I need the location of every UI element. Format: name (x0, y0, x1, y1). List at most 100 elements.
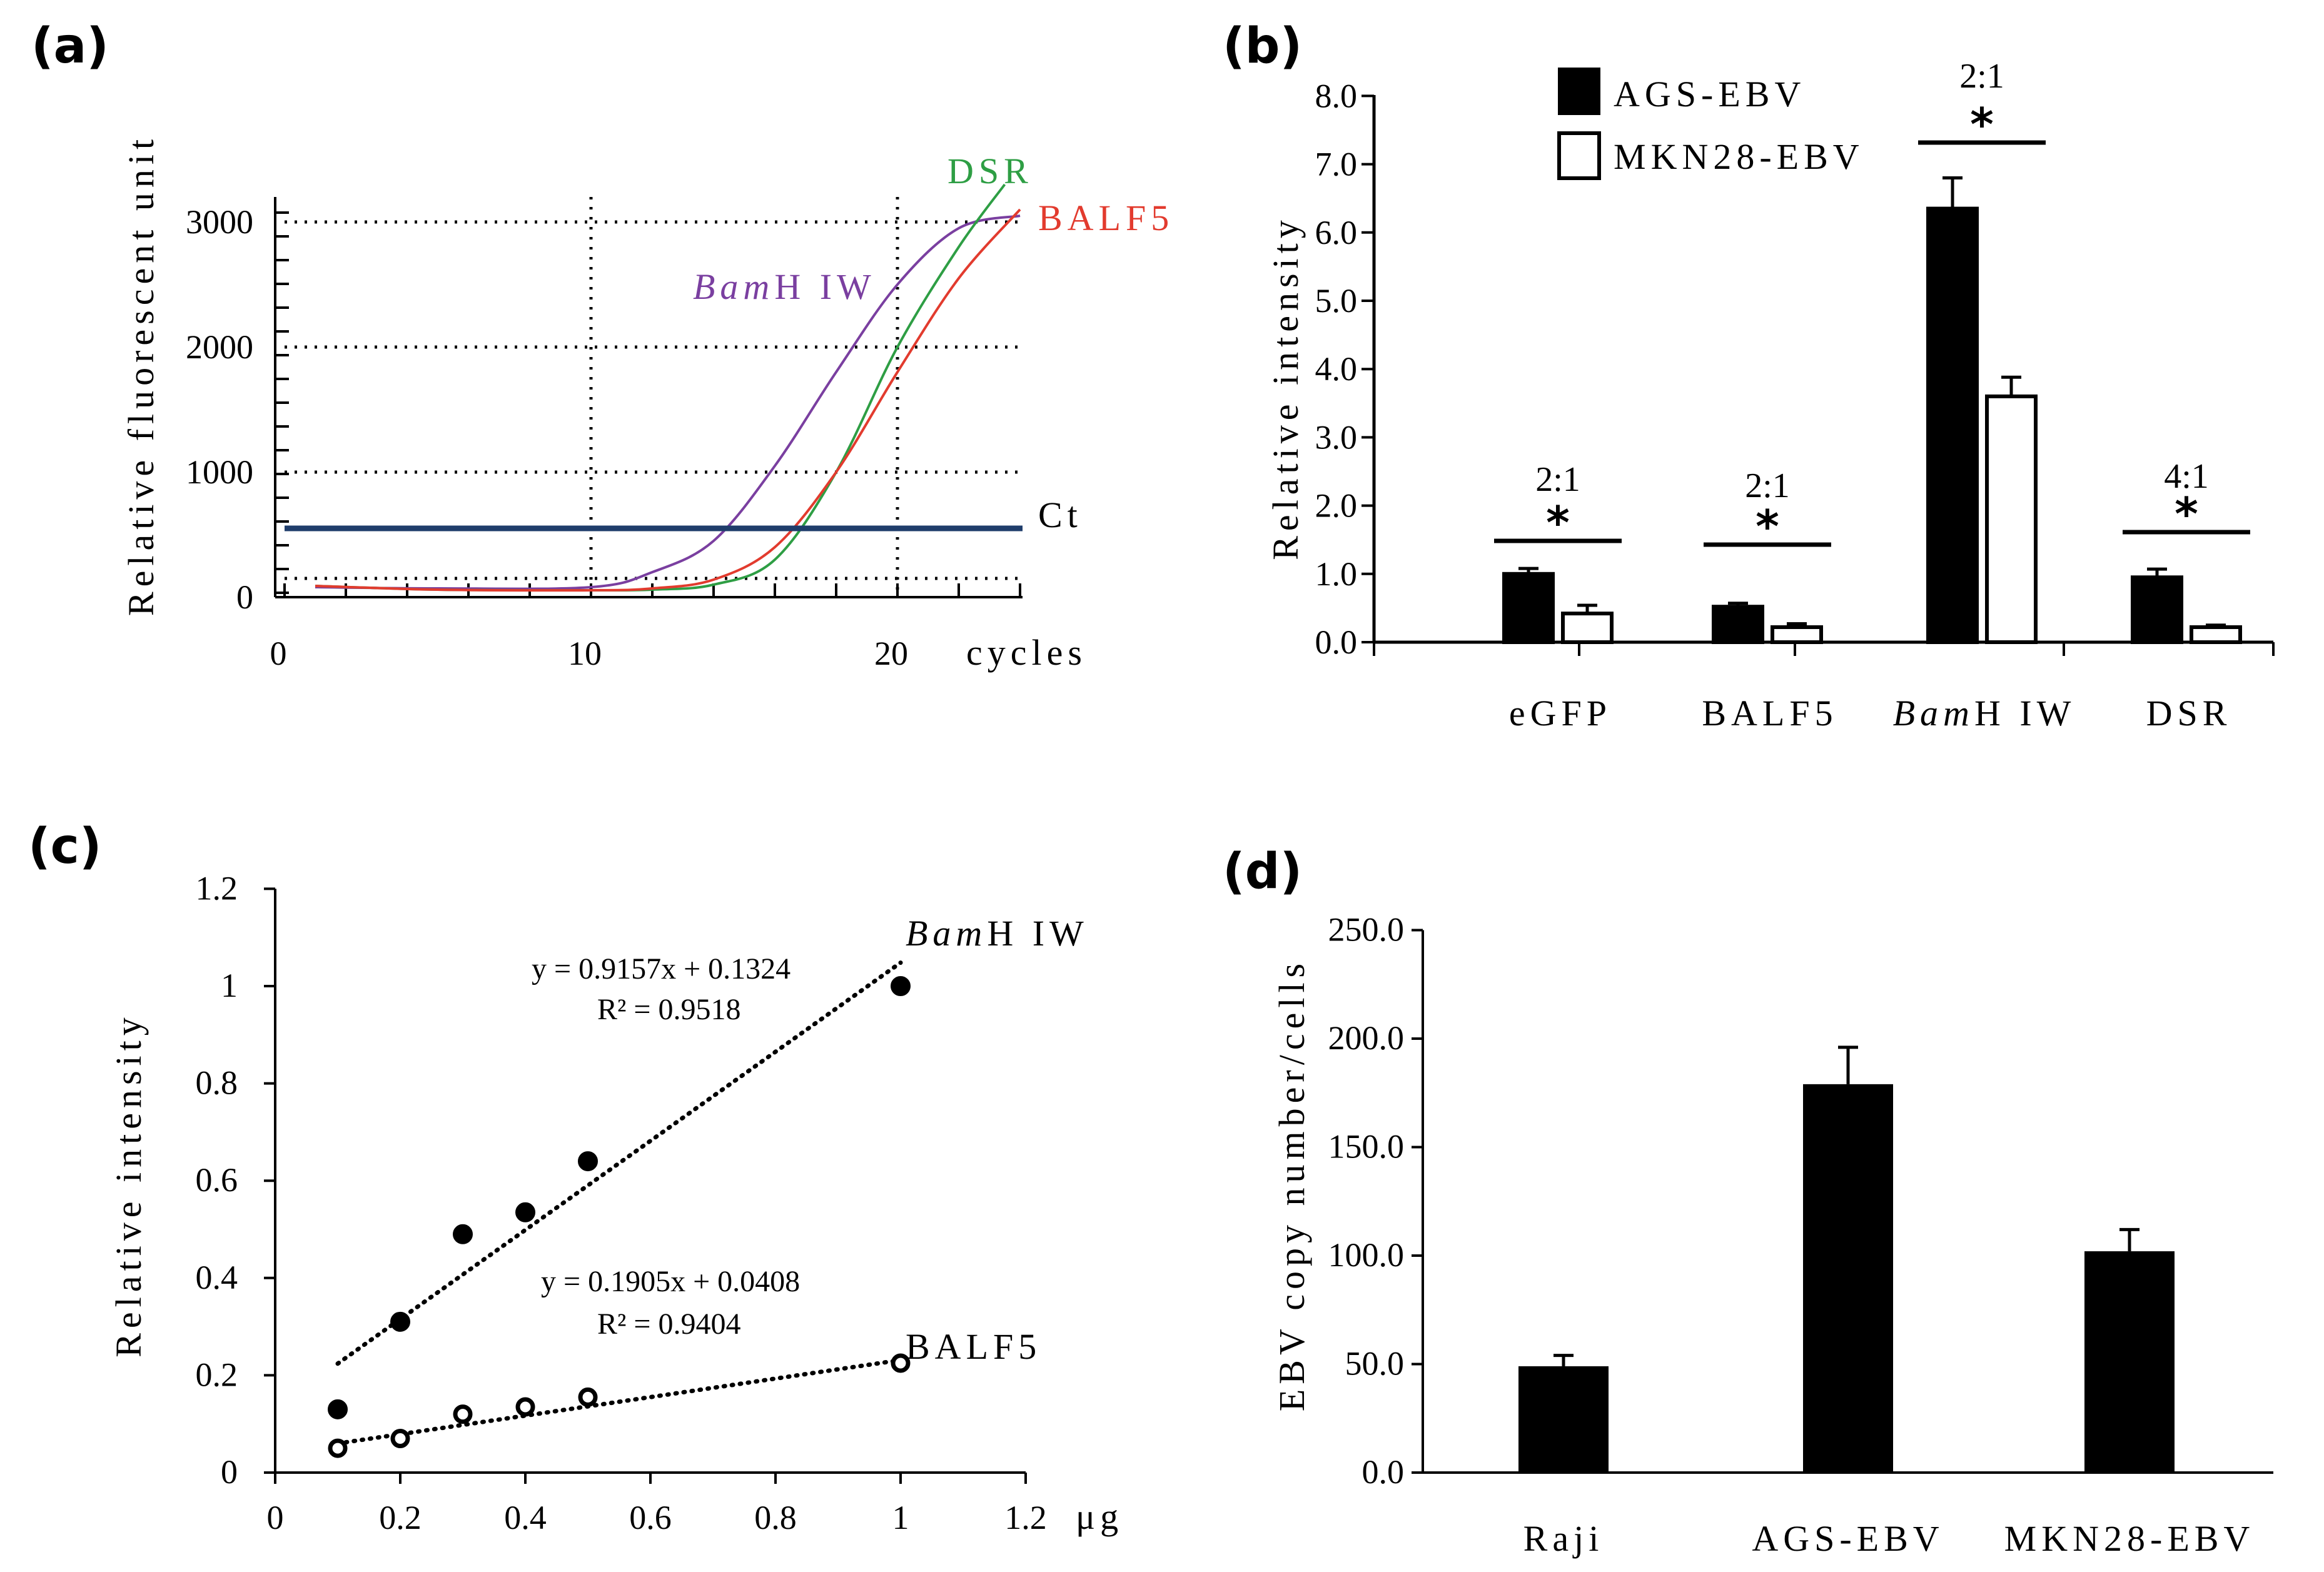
bar-mkn28-ebv-bamh-iw (1985, 394, 2038, 644)
equation-balf5: y = 0.1905x + 0.0408 (541, 1265, 800, 1298)
panel-a-series-labels: DSR BALF5 BamH IW Ct (693, 151, 1174, 535)
panel-label-d: (d) (1223, 844, 1302, 900)
legend-swatch-ags-ebv (1558, 68, 1600, 115)
x-tick-label-0: 0 (270, 635, 287, 672)
legend-label-mkn28-ebv: MKN28-EBV (1614, 136, 1864, 177)
point-bamhiw-1 (390, 1311, 410, 1332)
ratio-label-2: 2:1 (1959, 57, 2004, 96)
significance-star-2: * (1970, 98, 1994, 151)
category-label-text-2: H IW (1974, 693, 2076, 733)
panel-c-scatter-chart: (c) Relative intensity μg 0 0.2 0.4 0.6 0.8 1… (28, 819, 1118, 1537)
y-tick-label-200-0: 200.0 (1328, 1019, 1405, 1057)
y-tick-label-3000: 3000 (186, 203, 253, 241)
bar-raji (1518, 1366, 1609, 1473)
y-tick-label-0-8: 0.8 (196, 1064, 238, 1102)
bar-mkn28-ebv-egfp (1561, 612, 1614, 644)
series-line-balf5 (315, 208, 1021, 592)
ratio-label-3: 4:1 (2164, 457, 2209, 496)
legend-swatch-mkn28-ebv (1557, 131, 1601, 180)
trendline-bamhiw (335, 960, 903, 1366)
y-tick-label-2000: 2000 (186, 328, 253, 366)
panel-c-trendlines (335, 960, 903, 1446)
bar-ags-ebv-egfp (1502, 572, 1555, 644)
category-label-2: BamH IW (1893, 693, 2076, 733)
category-label-text-3: DSR (2146, 693, 2232, 733)
panel-a-axes (274, 197, 1023, 598)
panel-a-gridlines (285, 197, 1023, 597)
panel-b-tick-labels: 0.0 1.0 2.0 3.0 4.0 5.0 6.0 7.0 8.0 (1315, 77, 1358, 661)
series-label-dsr: DSR (947, 151, 1033, 191)
trendline-balf5 (335, 1358, 903, 1446)
y-tick-label-0-0: 0.0 (1315, 623, 1358, 661)
y-tick-label-5-0: 5.0 (1315, 282, 1358, 320)
threshold-label-ct: Ct (1038, 495, 1083, 535)
point-bamhiw-4 (578, 1151, 598, 1172)
x-tick-label-0: 0 (267, 1499, 284, 1536)
panel-d-bars (1518, 1084, 2175, 1473)
panel-b-bar-chart: (b) Relative intensity 0.0 1.0 2.0 3.0 4.0 5.… (1223, 18, 2275, 733)
series-label-balf5: BALF5 (1038, 198, 1174, 238)
point-bamhiw-5 (891, 976, 911, 996)
series-label-bamhiw-c-italic: Bam (906, 913, 987, 954)
bar-ags-ebv-bamh-iw (1926, 206, 1979, 644)
y-tick-label-0: 0 (221, 1453, 238, 1491)
point-balf5-5 (891, 1353, 911, 1373)
panel-c-axes (264, 887, 1027, 1484)
point-bamhiw-3 (515, 1202, 535, 1222)
panel-b-legend: AGS-EBV MKN28-EBV (1557, 68, 1864, 180)
y-tick-label-1: 1 (221, 967, 238, 1004)
y-tick-label-7-0: 7.0 (1315, 146, 1358, 183)
y-tick-label-1000: 1000 (186, 453, 253, 491)
panel-d-bar-chart: (d) EBV copy number/cells 0.0 50.0 100.0 15… (1223, 844, 2273, 1559)
y-tick-label-1-0: 1.0 (1315, 555, 1358, 593)
panel-a-series (285, 183, 1023, 592)
panel-d-tick-labels: 0.0 50.0 100.0 150.0 200.0 250.0 (1328, 911, 1405, 1491)
category-label-italic-2: Bam (1893, 693, 1974, 733)
category-label-ags-ebv: AGS-EBV (1752, 1518, 1944, 1559)
panel-b-axes (1362, 94, 2275, 656)
x-tick-label-1: 1 (892, 1499, 909, 1536)
y-tick-label-0-6: 0.6 (196, 1161, 238, 1199)
series-label-bamhiw: BamH IW (693, 266, 876, 307)
panel-label-a: (a) (31, 18, 109, 74)
series-label-bamhiw-c-rest: H IW (987, 913, 1088, 954)
y-tick-label-4-0: 4.0 (1315, 350, 1358, 388)
x-tick-label-0-2: 0.2 (379, 1499, 422, 1536)
bar-mkn28-ebv-balf5 (1771, 625, 1823, 645)
y-tick-label-1-2: 1.2 (196, 869, 238, 907)
point-bamhiw-2 (453, 1224, 473, 1244)
y-tick-label-50-0: 50.0 (1345, 1345, 1405, 1383)
bar-mkn28-ebv-dsr (2190, 625, 2242, 645)
category-label-0: eGFP (1509, 693, 1612, 733)
panel-label-b: (b) (1223, 18, 1302, 74)
panel-c-points (328, 976, 911, 1458)
panel-c-tick-labels: 0 0.2 0.4 0.6 0.8 1 1.2 0 0.2 0.4 0.6 0.8 1 1.2 (196, 869, 1047, 1536)
y-tick-label-150-0: 150.0 (1328, 1128, 1405, 1166)
panel-a-x-axis-title: cycles (966, 632, 1087, 673)
panel-d-category-labels: Raji AGS-EBV MKN28-EBV (1523, 1518, 2255, 1559)
equation-bamhiw: y = 0.9157x + 0.1324 (532, 952, 791, 985)
point-balf5-0 (328, 1438, 348, 1458)
category-label-text-1: BALF5 (1702, 693, 1837, 733)
series-label-balf5-c: BALF5 (906, 1326, 1041, 1367)
x-tick-label-20: 20 (874, 635, 908, 672)
panel-label-c: (c) (28, 819, 102, 875)
series-label-bamhiw-italic: Bam (693, 266, 774, 307)
y-tick-label-8-0: 8.0 (1315, 77, 1358, 114)
bar-ags-ebv-dsr (2131, 575, 2183, 645)
ratio-label-1: 2:1 (1745, 466, 1790, 505)
x-tick-label-0-4: 0.4 (504, 1499, 547, 1536)
panel-a-tick-labels: 0 1000 2000 3000 0 10 20 (186, 203, 908, 672)
panel-d-error-bars (1554, 1045, 2140, 1366)
panel-b-category-labels: eGFP BALF5 BamH IW DSR (1509, 693, 2232, 733)
panel-d-y-axis-title: EBV copy number/cells (1271, 959, 1312, 1411)
category-label-raji: Raji (1523, 1518, 1604, 1559)
significance-star-1: * (1756, 500, 1779, 553)
category-label-text-0: eGFP (1509, 693, 1612, 733)
category-label-mkn28-ebv: MKN28-EBV (2004, 1518, 2255, 1559)
x-tick-label-0-6: 0.6 (629, 1499, 672, 1536)
panel-c-y-axis-title: Relative intensity (108, 1012, 149, 1358)
point-balf5-4 (578, 1387, 598, 1407)
panel-c-annotations: y = 0.9157x + 0.1324 R² = 0.9518 y = 0.1… (532, 913, 1088, 1367)
